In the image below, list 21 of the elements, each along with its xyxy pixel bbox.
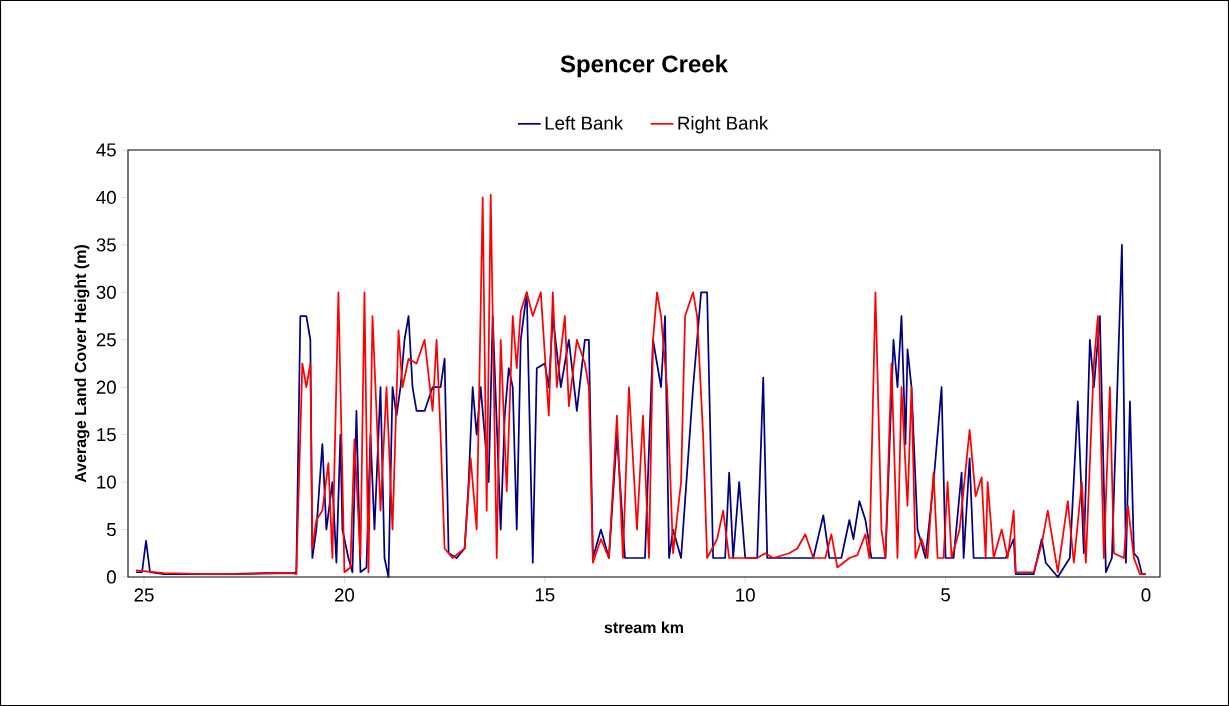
x-tick-label: 0	[1141, 588, 1151, 602]
y-tick-label: 15	[97, 428, 116, 442]
legend-label: Right Bank	[678, 116, 769, 134]
x-tick-label: 5	[941, 588, 950, 602]
y-tick-label: 20	[96, 380, 116, 394]
y-tick-label: 25	[96, 333, 116, 347]
x-tick-label: 15	[535, 588, 555, 602]
y-tick-label: 5	[106, 523, 116, 537]
y-tick-label: 45	[96, 143, 116, 157]
y-tick-label: 40	[96, 190, 116, 205]
x-tick-label: 20	[334, 588, 355, 602]
x-axis-title: stream km	[604, 621, 683, 634]
x-tick-label: 25	[134, 588, 154, 602]
y-tick-label: 35	[96, 238, 116, 252]
y-tick-label: 0	[106, 570, 116, 584]
chart-title: Spencer Creek	[560, 54, 729, 78]
y-tick-label: 10	[97, 475, 116, 489]
y-tick-label: 30	[96, 285, 116, 299]
y-axis-title: Average Land Cover Height (m)	[74, 245, 90, 483]
x-tick-label: 10	[736, 588, 755, 602]
legend-label: Left Bank	[545, 116, 624, 130]
